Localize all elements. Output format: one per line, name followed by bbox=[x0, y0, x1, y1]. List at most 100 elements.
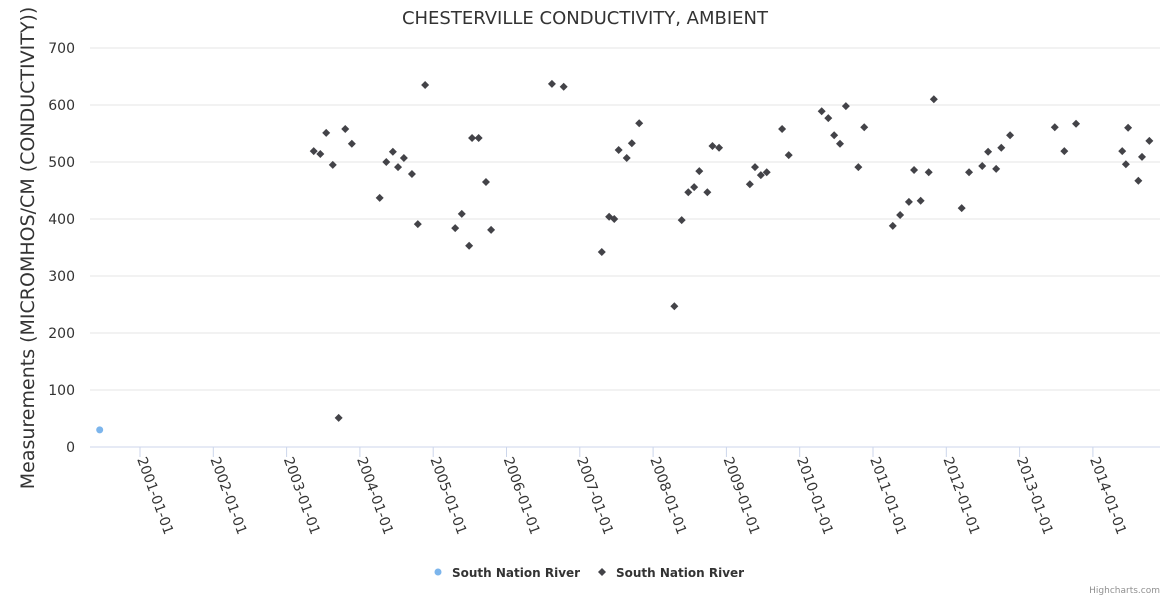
data-point bbox=[957, 204, 966, 213]
x-tick-label: 2014-01-01 bbox=[1086, 455, 1129, 537]
legend-item-label[interactable]: South Nation River bbox=[616, 566, 744, 580]
data-point bbox=[904, 197, 913, 206]
data-point bbox=[708, 142, 717, 151]
data-point bbox=[481, 177, 490, 186]
data-point bbox=[896, 211, 905, 220]
y-axis-ticks: 0 100 200 300 400 500 600 700 bbox=[48, 41, 75, 456]
data-point bbox=[978, 161, 987, 170]
data-point bbox=[750, 163, 759, 172]
x-tick-label: 2011-01-01 bbox=[866, 455, 909, 537]
data-point bbox=[1134, 176, 1143, 185]
data-point bbox=[547, 79, 556, 88]
y-tick-label: 400 bbox=[48, 212, 75, 228]
data-point bbox=[670, 302, 679, 311]
data-point bbox=[860, 123, 869, 132]
x-axis-ticks: 2001-01-01 2002-01-01 2003-01-01 2004-01-01… bbox=[133, 447, 1129, 537]
x-tick-label: 2008-01-01 bbox=[646, 455, 689, 537]
data-point bbox=[614, 146, 623, 155]
y-axis-title: Measurements (MICROMHOS/CM (CONDUCTIVITY… bbox=[17, 7, 39, 490]
data-point bbox=[888, 221, 897, 230]
x-tick-label: 2007-01-01 bbox=[573, 455, 616, 537]
x-tick-label: 2006-01-01 bbox=[500, 455, 543, 537]
x-tick-label: 2004-01-01 bbox=[353, 455, 396, 537]
data-point bbox=[559, 82, 568, 91]
data-point bbox=[984, 147, 993, 156]
data-point bbox=[474, 134, 483, 143]
data-point bbox=[965, 168, 974, 177]
data-point bbox=[457, 209, 466, 218]
data-point bbox=[830, 131, 839, 140]
data-point bbox=[382, 158, 391, 166]
data-point bbox=[597, 248, 606, 257]
x-tick-label: 2009-01-01 bbox=[720, 455, 763, 537]
data-point bbox=[784, 151, 793, 160]
data-point bbox=[1145, 136, 1154, 145]
data-point bbox=[745, 180, 754, 189]
data-point bbox=[341, 124, 350, 133]
data-point bbox=[399, 154, 408, 163]
data-point bbox=[316, 150, 325, 159]
data-point bbox=[924, 168, 933, 177]
x-tick-label: 2010-01-01 bbox=[793, 455, 836, 537]
y-tick-label: 300 bbox=[48, 269, 75, 285]
data-point bbox=[778, 124, 787, 133]
x-tick-label: 2012-01-01 bbox=[940, 455, 983, 537]
data-point bbox=[1072, 119, 1081, 128]
data-point bbox=[465, 241, 474, 250]
legend-marker-diamond bbox=[598, 568, 606, 576]
data-point bbox=[451, 224, 460, 233]
x-tick-label: 2002-01-01 bbox=[207, 455, 250, 537]
data-point bbox=[1138, 152, 1147, 161]
legend: South Nation River South Nation River bbox=[434, 566, 744, 580]
data-point bbox=[487, 225, 496, 234]
data-point bbox=[854, 163, 863, 172]
data-point bbox=[322, 128, 331, 137]
data-point bbox=[841, 102, 850, 111]
data-point bbox=[1050, 123, 1059, 132]
credits-link[interactable]: Highcharts.com bbox=[1089, 586, 1160, 596]
y-tick-label: 200 bbox=[48, 326, 75, 342]
y-tick-label: 0 bbox=[66, 440, 75, 456]
y-tick-label: 700 bbox=[48, 41, 75, 57]
x-tick-label: 2013-01-01 bbox=[1013, 455, 1056, 537]
data-point bbox=[627, 139, 636, 148]
data-point bbox=[347, 139, 356, 148]
data-point bbox=[695, 167, 704, 176]
data-point bbox=[610, 215, 619, 223]
data-point bbox=[388, 147, 397, 156]
data-point bbox=[677, 216, 686, 225]
data-point bbox=[997, 143, 1006, 152]
data-point bbox=[690, 183, 699, 192]
data-point bbox=[1124, 123, 1133, 132]
legend-item-label[interactable]: South Nation River bbox=[452, 566, 580, 580]
data-point bbox=[824, 114, 833, 123]
data-point bbox=[635, 119, 644, 128]
data-point bbox=[328, 160, 337, 169]
data-point bbox=[96, 426, 104, 434]
data-point bbox=[762, 168, 771, 177]
data-point bbox=[1006, 131, 1015, 140]
data-point bbox=[817, 107, 826, 116]
data-point bbox=[1121, 160, 1130, 169]
y-tick-label: 500 bbox=[48, 155, 75, 171]
data-points bbox=[96, 79, 1154, 434]
data-point bbox=[421, 81, 430, 90]
data-point bbox=[756, 171, 765, 180]
grid-lines bbox=[90, 47, 1160, 448]
data-point bbox=[1060, 147, 1069, 156]
data-point bbox=[992, 164, 1001, 173]
data-point bbox=[375, 193, 384, 202]
y-tick-label: 600 bbox=[48, 98, 75, 114]
data-point bbox=[684, 188, 693, 197]
data-point bbox=[309, 147, 318, 156]
data-point bbox=[916, 196, 925, 205]
data-point bbox=[468, 134, 477, 143]
data-point bbox=[703, 188, 712, 197]
y-tick-label: 100 bbox=[48, 383, 75, 399]
data-point bbox=[910, 165, 919, 174]
x-tick-label: 2005-01-01 bbox=[426, 455, 469, 537]
data-point bbox=[715, 143, 724, 152]
data-point bbox=[413, 220, 422, 229]
data-point bbox=[622, 154, 631, 163]
